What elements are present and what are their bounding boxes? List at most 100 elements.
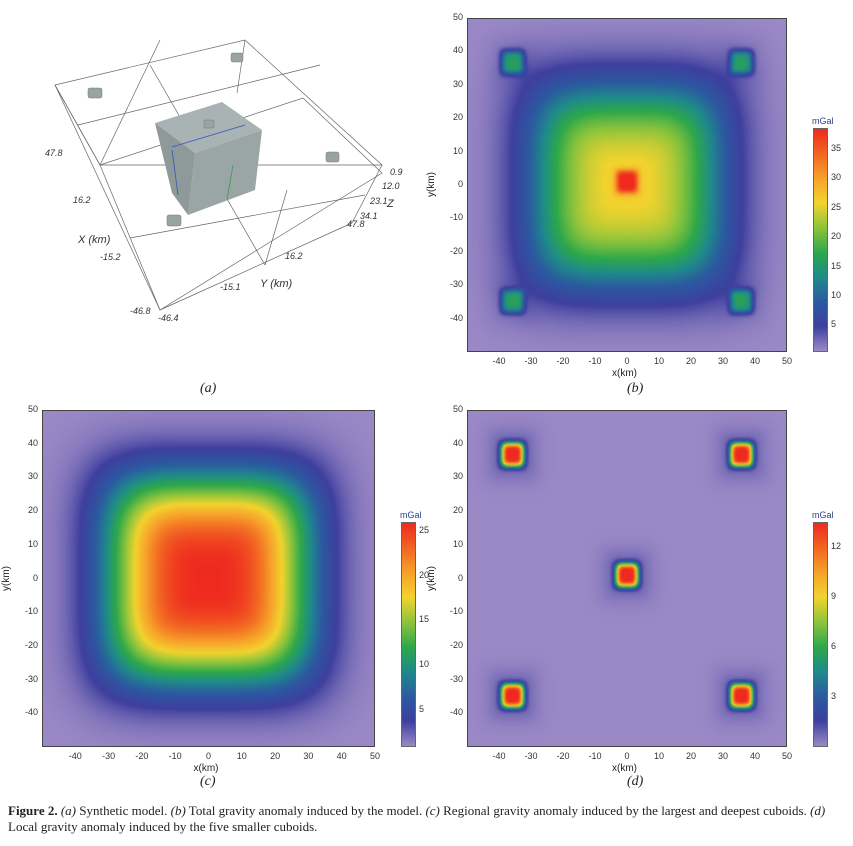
- y-tick-label: 0: [457, 572, 463, 583]
- x-tick-label: 20: [270, 751, 281, 761]
- caption-figure-number: Figure 2.: [8, 803, 58, 818]
- x-tick-label: -10: [588, 751, 602, 761]
- y-tick-label: 10: [452, 538, 463, 549]
- x-tick-label: -40: [68, 751, 82, 761]
- panel-a-3d-model: 47.8 16.2 -15.2 -46.8 X (km) -46.4 -15.1…: [0, 20, 420, 350]
- y-axis-label: y(km): [426, 172, 437, 197]
- colorbar-tick-label: 35: [831, 142, 842, 153]
- colorbar-tick-label: 10: [419, 658, 430, 669]
- caption-part-tag: (d): [810, 803, 826, 818]
- y-tick-label: -10: [24, 606, 38, 617]
- colorbar-tick-label: 20: [831, 231, 842, 242]
- y-axis-label: y(km): [426, 565, 437, 591]
- colorbar-unit: mGal: [400, 510, 422, 520]
- x-tick-label: 30: [303, 751, 314, 761]
- x-tick-label: 0: [205, 751, 211, 761]
- colorbar: [813, 128, 828, 352]
- x-tick-label: -30: [524, 751, 538, 761]
- colorbar-tick-label: 9: [831, 591, 837, 601]
- x-tick-label: -20: [556, 751, 570, 761]
- y-tick-label: 20: [27, 505, 38, 516]
- y-tick-label: 30: [452, 471, 463, 482]
- z-axis-label: Z: [387, 198, 394, 210]
- small-cuboids: [87, 52, 340, 227]
- colorbar-tick-label: 20: [419, 569, 430, 580]
- colorbar: [813, 522, 828, 747]
- y-tick-label: 50: [452, 12, 463, 22]
- z-tick: 23.1: [370, 196, 388, 206]
- x-tick: -46.8: [130, 306, 151, 316]
- colorbar-tick-label: 30: [831, 172, 842, 183]
- colorbar-tick-label: 25: [831, 201, 842, 212]
- y-tick-label: 50: [27, 404, 38, 414]
- x-tick-label: 20: [685, 751, 696, 761]
- y-tick-label: 40: [27, 437, 38, 448]
- x-tick-label: -10: [588, 356, 602, 366]
- x-tick-label: 30: [717, 356, 728, 366]
- panel-label: (b): [627, 381, 644, 396]
- y-tick-label: 30: [27, 471, 38, 482]
- x-tick-label: 10: [653, 356, 664, 366]
- x-tick: -15.2: [100, 252, 121, 262]
- colorbar-tick-label: 12: [831, 541, 842, 551]
- x-tick-label: 50: [781, 356, 792, 366]
- x-tick-label: 0: [624, 751, 630, 761]
- y-tick-label: -40: [24, 707, 38, 718]
- y-axis-label: y(km): [1, 565, 12, 591]
- y-tick-label: -10: [449, 606, 463, 617]
- caption-part-tag: (b): [170, 803, 186, 818]
- x-tick-label: 30: [717, 751, 728, 761]
- heatmap-image: [468, 19, 786, 351]
- colorbar-tick-label: 15: [419, 614, 430, 625]
- x-tick-label: 40: [749, 751, 760, 761]
- heatmap-image: [43, 411, 374, 746]
- x-tick-label: -40: [492, 356, 506, 366]
- heatmap-plot-area: [467, 410, 787, 747]
- caption-part-text: Regional gravity anomaly induced by the …: [439, 803, 811, 818]
- caption-part-text: Total gravity anomaly induced by the mod…: [185, 803, 426, 818]
- x-axis-label: x(km): [612, 368, 637, 379]
- y-tick-label: 10: [452, 145, 463, 156]
- colorbar-unit: mGal: [812, 510, 834, 520]
- x-tick-label: -20: [556, 356, 570, 366]
- z-tick: 34.1: [360, 211, 378, 221]
- y-tick-label: 20: [452, 112, 463, 123]
- y-tick-label: 20: [452, 505, 463, 516]
- y-tick-label: 40: [452, 437, 463, 448]
- x-tick-label: 10: [236, 751, 247, 761]
- caption-part-tag: (c): [425, 803, 440, 818]
- heatmap-image: [468, 411, 786, 746]
- y-tick: 47.8: [347, 219, 365, 229]
- caption-part-text: Local gravity anomaly induced by the fiv…: [8, 819, 318, 834]
- x-tick-label: -20: [135, 751, 149, 761]
- y-tick-label: -40: [449, 312, 463, 323]
- x-axis-label: X (km): [78, 234, 111, 246]
- colorbar-tick-label: 5: [831, 319, 837, 330]
- large-cuboid: [155, 102, 262, 215]
- y-axis-label: Y (km): [260, 278, 293, 290]
- z-tick: 12.0: [382, 181, 400, 191]
- y-tick-label: -20: [449, 245, 463, 256]
- y-tick-label: 0: [457, 179, 463, 189]
- colorbar-tick-label: 3: [831, 691, 837, 701]
- x-tick-label: 10: [653, 751, 664, 761]
- colorbar: [401, 522, 416, 747]
- caption-part-text: Synthetic model.: [76, 803, 171, 818]
- colorbar-tick-label: 6: [831, 641, 837, 651]
- x-tick-label: 50: [369, 751, 380, 761]
- heatmap-plot-area: [42, 410, 375, 747]
- y-tick-label: 30: [452, 78, 463, 89]
- 3d-model-drawing: [54, 39, 383, 311]
- y-tick-label: 50: [452, 404, 463, 414]
- figure-caption: Figure 2. (a) Synthetic model. (b) Total…: [8, 803, 838, 835]
- panel-label: (c): [200, 774, 216, 789]
- y-tick: -46.4: [158, 313, 179, 323]
- y-tick-label: -30: [449, 673, 463, 684]
- y-tick-label: 10: [27, 538, 38, 549]
- y-tick-label: 40: [452, 45, 463, 56]
- y-tick-label: -20: [24, 639, 38, 650]
- y-tick-label: -20: [449, 639, 463, 650]
- caption-part-tag: (a): [60, 803, 77, 818]
- y-tick-label: -10: [449, 212, 463, 223]
- x-tick-label: 0: [624, 356, 630, 366]
